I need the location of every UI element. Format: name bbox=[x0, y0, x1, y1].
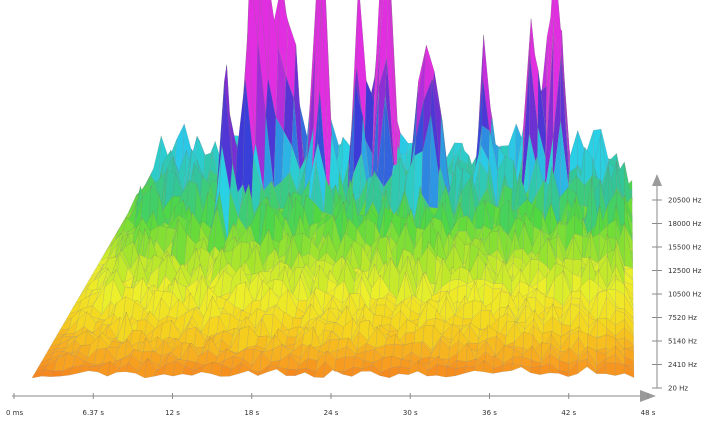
frequency-tick-label: 5140 Hz bbox=[668, 338, 697, 346]
frequency-tick-label: 2410 Hz bbox=[668, 361, 697, 369]
surface-facet bbox=[389, 366, 401, 379]
time-axis: 0 ms 6.37 s 12 s 18 s 24 s 30 s 36 s 42 s 48 s bbox=[6, 390, 656, 417]
spectrum-surface bbox=[31, 0, 635, 379]
time-tick-label: 48 s bbox=[641, 409, 656, 417]
surface-facet bbox=[457, 215, 468, 232]
frequency-tick-label: 20500 Hz bbox=[668, 197, 702, 205]
surface-facet bbox=[615, 362, 625, 376]
surface-facet bbox=[285, 368, 298, 376]
time-tick-label: 6.37 s bbox=[83, 409, 105, 417]
frequency-axis: 20 Hz 2410 Hz 5140 Hz 7520 Hz 10500 Hz 12500 … bbox=[652, 174, 702, 393]
surface-facet bbox=[398, 132, 409, 156]
frequency-tick-label: 12500 Hz bbox=[668, 267, 702, 275]
time-tick-label: 30 s bbox=[403, 409, 418, 417]
time-tick-label: 18 s bbox=[244, 409, 259, 417]
surface-facet bbox=[334, 356, 346, 372]
surface-facet bbox=[464, 366, 476, 374]
surface-facet bbox=[605, 362, 616, 376]
surface-facet bbox=[492, 283, 503, 290]
surface-facet bbox=[351, 366, 363, 377]
frequency-axis-arrow-icon bbox=[652, 174, 662, 186]
surface-facet bbox=[276, 367, 288, 377]
surface-facet bbox=[376, 297, 387, 306]
frequency-tick-label: 18000 Hz bbox=[668, 220, 702, 228]
surface-facet bbox=[436, 364, 447, 378]
time-tick-label: 24 s bbox=[324, 409, 339, 417]
surface-facet bbox=[624, 364, 635, 378]
time-tick-label: 12 s bbox=[165, 409, 180, 417]
time-tick-label: 36 s bbox=[482, 409, 497, 417]
surface-facet bbox=[546, 0, 554, 86]
time-tick-label: 42 s bbox=[561, 409, 576, 417]
surface-facet bbox=[530, 366, 541, 375]
frequency-tick-label: 20 Hz bbox=[668, 385, 688, 393]
frequency-tick-label: 7520 Hz bbox=[668, 314, 697, 322]
frequency-tick-label: 10500 Hz bbox=[668, 291, 702, 299]
time-tick-label: 0 ms bbox=[6, 409, 23, 417]
surface-facet bbox=[571, 290, 581, 299]
frequency-tick-label: 15500 Hz bbox=[668, 244, 702, 252]
